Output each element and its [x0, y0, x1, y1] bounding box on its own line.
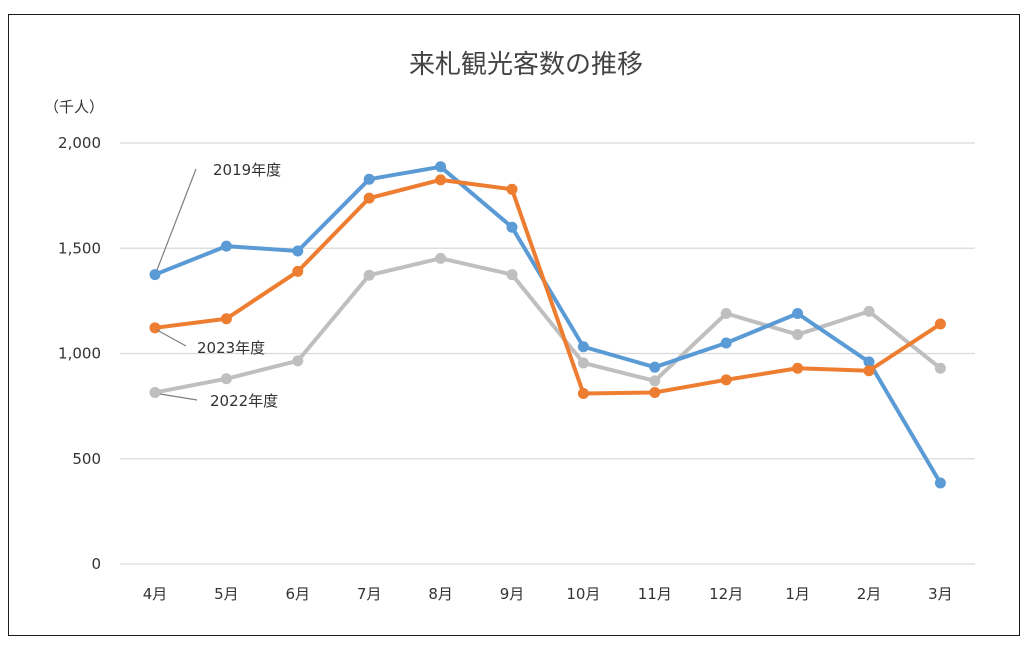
x-tick-label: 9月: [500, 585, 525, 603]
chart-title: 来札観光客数の推移: [409, 50, 643, 80]
x-tick-label: 10月: [566, 585, 600, 603]
x-tick-label: 2月: [857, 585, 882, 603]
y-tick-label: 0: [91, 555, 101, 573]
data-point: [506, 269, 518, 281]
series-callout-label: 2022年度: [210, 392, 278, 410]
data-point: [720, 337, 732, 349]
data-point: [863, 305, 875, 317]
x-tick-label: 8月: [428, 585, 453, 603]
x-tick-label: 11月: [638, 585, 672, 603]
data-point: [220, 313, 232, 325]
x-tick-label: 12月: [709, 585, 743, 603]
data-point: [363, 173, 375, 185]
data-point: [435, 174, 447, 186]
data-point: [506, 183, 518, 195]
callout-leader: [159, 393, 198, 401]
y-tick-label: 500: [72, 450, 101, 468]
y-axis-ticks: 0 500 1,000 1,500 2,000: [58, 134, 101, 573]
data-point: [506, 221, 518, 233]
data-point: [863, 365, 875, 377]
data-point: [435, 161, 447, 173]
x-axis-ticks: 4月 5月 6月 7月 8月 9月 10月 11月 12月 1月 2月 3月: [143, 585, 953, 603]
y-tick-label: 1,500: [58, 239, 101, 257]
data-point: [649, 375, 661, 387]
x-tick-label: 3月: [928, 585, 953, 603]
data-point: [149, 386, 161, 398]
data-point: [577, 341, 589, 353]
data-point: [363, 269, 375, 281]
data-point: [792, 329, 804, 341]
data-point: [435, 252, 447, 264]
callout-leader: [156, 168, 197, 271]
data-point: [720, 374, 732, 386]
series-callouts: 2019年度 2023年度 2022年度: [156, 161, 281, 410]
y-unit-label: （千人）: [44, 98, 104, 116]
data-point: [649, 361, 661, 373]
data-point: [292, 355, 304, 367]
data-point: [292, 245, 304, 257]
data-point: [363, 192, 375, 204]
callout-leader: [156, 329, 187, 347]
data-point: [577, 357, 589, 369]
data-point: [934, 318, 946, 330]
data-point: [792, 308, 804, 320]
data-point: [220, 373, 232, 385]
series-group: [149, 161, 946, 489]
x-tick-label: 4月: [143, 585, 168, 603]
x-tick-label: 5月: [214, 585, 239, 603]
data-point: [934, 477, 946, 489]
data-point: [577, 387, 589, 399]
series-line: [154, 177, 942, 396]
gridlines: [120, 142, 975, 565]
data-point: [934, 362, 946, 374]
x-tick-label: 7月: [357, 585, 382, 603]
data-point: [792, 362, 804, 374]
data-point: [863, 356, 875, 368]
x-tick-label: 1月: [785, 585, 810, 603]
x-tick-label: 6月: [286, 585, 311, 603]
series-line: [154, 256, 942, 395]
y-tick-label: 1,000: [58, 345, 101, 363]
series-callout-label: 2019年度: [213, 161, 281, 179]
data-point: [149, 269, 161, 281]
data-point: [720, 308, 732, 320]
series-callout-label: 2023年度: [197, 339, 265, 357]
y-tick-label: 2,000: [58, 134, 101, 152]
data-point: [649, 386, 661, 398]
data-point: [292, 265, 304, 277]
data-point: [220, 240, 232, 252]
